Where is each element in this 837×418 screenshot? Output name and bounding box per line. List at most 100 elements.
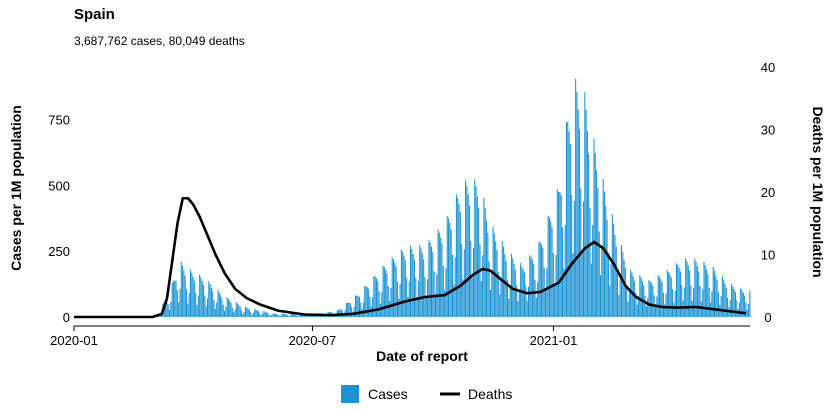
legend-cases-label: Cases	[368, 386, 408, 402]
cases-bar	[170, 301, 172, 317]
cases-bar	[235, 302, 237, 317]
cases-bar	[250, 312, 252, 317]
cases-bar	[368, 288, 370, 317]
cases-bar	[254, 308, 256, 317]
y-right-tick-label: 40	[761, 60, 775, 75]
cases-bar	[351, 306, 353, 317]
cases-bar	[244, 306, 247, 317]
cases-bar	[209, 284, 211, 317]
cases-bar	[184, 275, 186, 317]
cases-bar	[488, 261, 490, 317]
cases-bar	[462, 279, 464, 317]
cases-bar	[518, 289, 520, 317]
cases-bar	[484, 208, 486, 317]
cases-bar	[524, 272, 526, 317]
cases-bar	[201, 281, 203, 317]
cases-bar	[745, 302, 747, 317]
cases-bar	[226, 297, 228, 317]
cases-bar	[402, 251, 404, 317]
cases-bar	[559, 191, 561, 317]
cases-bar	[686, 261, 688, 318]
cases-bar	[299, 314, 302, 317]
cases-bar	[183, 270, 185, 317]
cases-bar	[666, 270, 668, 317]
cases-bar	[398, 298, 400, 317]
cases-bar	[500, 278, 502, 317]
cases-bar	[475, 186, 477, 318]
y-axis-right-title: Deaths per 1M population	[810, 106, 826, 277]
cases-bar	[237, 303, 239, 317]
cases-bar	[565, 122, 567, 317]
cases-bar	[284, 314, 286, 317]
cases-bar	[525, 285, 527, 317]
cases-bar	[695, 262, 697, 317]
cases-bar	[736, 300, 738, 317]
cases-bar	[216, 302, 218, 317]
x-tick-label: 2020-07	[289, 333, 337, 348]
cases-bar	[192, 276, 194, 317]
cases-bar	[366, 287, 368, 317]
cases-bar	[428, 240, 430, 317]
cases-bar	[614, 235, 616, 317]
cases-bar	[421, 253, 423, 317]
cases-bar	[171, 283, 173, 317]
cases-bar	[687, 265, 689, 317]
cases-bar	[729, 300, 731, 317]
cases-bar	[434, 293, 436, 317]
cases-bar	[713, 270, 716, 317]
cases-bar	[172, 281, 174, 317]
cases-bar	[165, 300, 167, 317]
y-right-tick-label: 30	[761, 123, 775, 138]
cases-bar	[672, 289, 674, 317]
cases-bar	[378, 291, 380, 317]
y-axis-left-title: Cases per 1M population	[8, 105, 24, 271]
cases-bar	[542, 248, 544, 317]
cases-bar	[641, 281, 643, 317]
cases-bar	[585, 109, 587, 317]
cases-bar	[550, 221, 552, 317]
cases-bar	[432, 251, 434, 317]
y-left-tick-label: 250	[48, 244, 70, 259]
cases-bar	[702, 289, 704, 317]
y-right-tick-label: 20	[761, 185, 775, 200]
cases-bar	[285, 314, 287, 317]
cases-bar	[669, 274, 671, 317]
cases-bar	[558, 192, 560, 317]
cases-bar	[732, 286, 734, 317]
cases-bar	[445, 268, 447, 317]
cases-bar	[451, 254, 454, 317]
cases-bar	[345, 302, 347, 317]
cases-bar	[339, 309, 341, 317]
cases-bar	[673, 302, 675, 317]
cases-bar	[446, 216, 448, 317]
cases-bar	[544, 290, 547, 317]
cases-bar	[645, 306, 647, 317]
cases-bar	[632, 276, 634, 317]
cases-bar	[179, 288, 181, 317]
cases-bar	[419, 244, 421, 317]
cases-bar	[467, 194, 469, 317]
cases-bar	[546, 268, 548, 317]
cases-bar	[664, 304, 666, 317]
cases-bar	[593, 138, 595, 317]
cases-bar	[197, 295, 199, 317]
cases-bar	[624, 267, 626, 317]
cases-bar	[233, 312, 235, 317]
cases-bar	[584, 92, 586, 317]
cases-bar	[716, 280, 718, 317]
cases-bar	[505, 261, 507, 317]
cases-bar	[292, 314, 294, 317]
cases-bar	[600, 275, 602, 317]
cases-bar	[220, 295, 222, 317]
cases-bar	[746, 309, 748, 317]
cases-bar	[479, 244, 481, 317]
cases-bar	[222, 304, 224, 317]
cases-bar	[623, 259, 625, 317]
cases-bar	[255, 309, 257, 317]
cases-bar	[576, 91, 578, 317]
cases-bar	[218, 292, 220, 317]
cases-bar	[242, 313, 244, 317]
cases-bar	[191, 272, 193, 317]
cases-bar	[280, 315, 282, 317]
cases-bar	[415, 277, 417, 317]
